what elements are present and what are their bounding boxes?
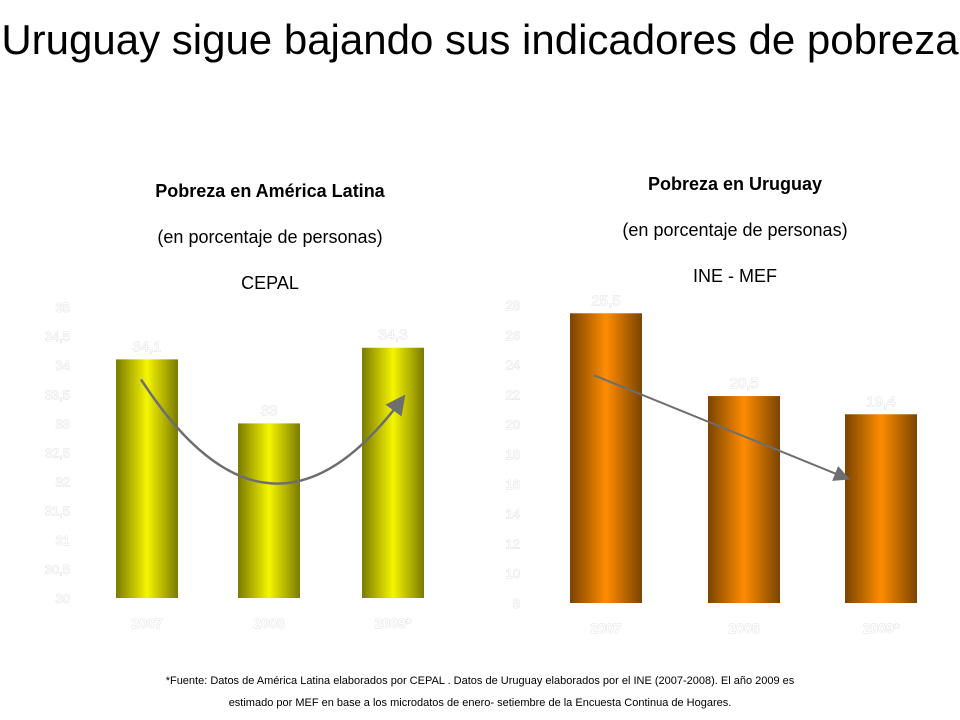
uruguay-chart-source: INE - MEF	[693, 266, 777, 286]
uruguay-data-label: 19,4	[866, 393, 895, 410]
uruguay-data-label: 20,5	[729, 375, 758, 392]
latam-y-tick-label: 34,5	[45, 329, 70, 344]
latam-trend-arrow	[139, 378, 406, 485]
latam-chart-title: Pobreza en América Latina	[155, 181, 385, 201]
latam-y-tick-label: 31	[56, 533, 70, 548]
latam-data-label: 34,1	[132, 338, 161, 355]
uruguay-category-label: 2009*	[863, 620, 900, 636]
latam-y-tick-label: 31,5	[45, 504, 70, 519]
uruguay-y-tick-label: 22	[506, 387, 520, 402]
latam-y-tick-label: 30,5	[45, 562, 70, 577]
uruguay-chart: 28 26 24 22 20 18 16 14 12 10 8 25,5 20,5 19,4 2007 200…	[505, 292, 917, 636]
latam-chart-source: CEPAL	[241, 273, 299, 293]
footnote-line-1: *Fuente: Datos de América Latina elabora…	[165, 675, 795, 687]
uruguay-y-tick-label: 28	[506, 298, 520, 313]
uruguay-data-label: 25,5	[591, 292, 620, 309]
uruguay-trend-arrow	[593, 374, 850, 481]
uruguay-y-tick-label: 16	[506, 477, 520, 492]
uruguay-y-tick-label: 8	[513, 596, 520, 611]
uruguay-y-tick-label: 26	[506, 328, 520, 343]
uruguay-chart-title: Pobreza en Uruguay	[647, 174, 823, 194]
uruguay-chart-subtitle: (en porcentaje de personas)	[622, 220, 848, 240]
latam-y-tick-label: 30	[56, 591, 70, 606]
uruguay-y-tick-label: 14	[506, 507, 520, 522]
latam-data-label: 33	[261, 402, 278, 419]
latam-y-tick-label: 34	[56, 358, 70, 373]
uruguay-category-label: 2007	[590, 620, 621, 636]
uruguay-y-tick-label: 24	[506, 358, 520, 373]
uruguay-y-tick-label: 12	[506, 536, 520, 551]
latam-y-tick-label: 32	[56, 475, 70, 490]
uruguay-bar-2008	[708, 396, 780, 603]
source-footnote: *Fuente: Datos de América Latina elabora…	[0, 670, 960, 714]
latam-bar-2009	[362, 347, 424, 598]
uruguay-chart-heading: Pobreza en Uruguay (en porcentaje de per…	[560, 174, 910, 286]
latam-bar-2007	[116, 359, 178, 598]
latam-y-tick-label: 33,5	[45, 387, 70, 402]
latam-category-label: 2007	[131, 615, 162, 631]
uruguay-bar-2009	[845, 414, 917, 603]
latam-chart: 35 34,5 34 33,5 33 32,5 32 31,5 31 30,5 30 34,1 33 34…	[44, 300, 424, 631]
uruguay-y-tick-label: 10	[506, 566, 520, 581]
latam-bar-2008	[238, 423, 300, 598]
latam-category-label: 2009*	[375, 615, 412, 631]
latam-chart-heading: Pobreza en América Latina (en porcentaje…	[90, 181, 450, 293]
latam-y-tick-label: 35	[56, 300, 70, 315]
latam-y-tick-label: 32,5	[45, 446, 70, 461]
latam-y-tick-label: 33	[56, 416, 70, 431]
uruguay-category-label: 2008	[728, 620, 759, 636]
latam-data-label: 34,3	[378, 327, 407, 344]
uruguay-y-tick-label: 18	[506, 447, 520, 462]
latam-chart-subtitle: (en porcentaje de personas)	[157, 227, 383, 247]
uruguay-bar-2007	[570, 313, 642, 603]
page-title: Uruguay sigue bajando sus indicadores de…	[1, 16, 959, 63]
latam-category-label: 2008	[253, 615, 284, 631]
uruguay-y-tick-label: 20	[506, 417, 520, 432]
footnote-line-2: estimado por MEF en base a los microdato…	[228, 697, 732, 709]
